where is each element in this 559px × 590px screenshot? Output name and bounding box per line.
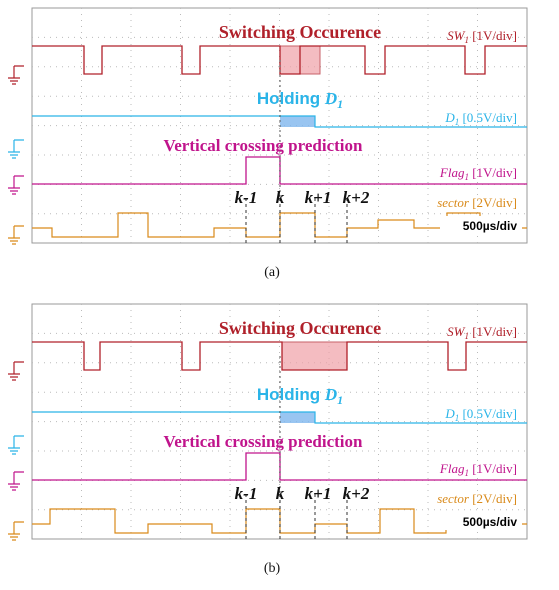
holding-text: Holding — [257, 385, 325, 404]
channel-sub: 1 — [464, 35, 469, 45]
timebase-bg — [440, 216, 522, 234]
channel-label: Flag1 [1V/div] — [439, 461, 517, 478]
channel-scale: [1V/div] — [469, 165, 517, 180]
timebase: 500µs/div — [463, 219, 518, 233]
channel-name: D — [444, 110, 455, 125]
ground-symbol — [8, 175, 24, 195]
d-trace — [32, 115, 527, 128]
channel-sub: 1 — [464, 468, 469, 478]
d-trace — [32, 411, 527, 424]
channel-scale: [1V/div] — [469, 324, 517, 339]
flag-trace — [32, 452, 527, 481]
instant-label: k-1 — [235, 188, 258, 207]
caption: (a) — [264, 265, 280, 280]
channel-label: D1 [0.5V/div] — [444, 406, 517, 423]
channel-scale: [2V/div] — [469, 195, 517, 210]
channel-name: SW — [447, 324, 466, 339]
switching-shade — [281, 341, 348, 371]
ground-symbol — [8, 471, 24, 491]
instant-label: k — [276, 484, 285, 503]
caption: (b) — [264, 561, 281, 576]
channel-scale: [2V/div] — [469, 491, 517, 506]
holding-shade — [280, 116, 315, 127]
holding-var: D — [324, 89, 337, 108]
channel-scale: [1V/div] — [469, 461, 517, 476]
holding-label: Holding D1 — [257, 385, 343, 407]
flag-trace — [32, 156, 527, 185]
title: Switching Occurence — [219, 22, 381, 42]
sector-trace — [32, 508, 527, 534]
ground-symbol — [8, 139, 24, 159]
sw-trace — [32, 45, 527, 75]
timebase: 500µs/div — [463, 515, 518, 529]
channel-label: sector [2V/div] — [437, 491, 517, 506]
ground-symbol — [8, 65, 24, 85]
timebase-bg — [440, 512, 522, 530]
title: Switching Occurence — [219, 318, 381, 338]
prediction-label: Vertical crossing prediction — [164, 136, 363, 155]
ground-symbol — [8, 225, 24, 245]
holding-sub: 1 — [337, 393, 343, 407]
channel-name: Flag — [439, 165, 465, 180]
ground-symbol — [8, 361, 24, 381]
channel-scale: [0.5V/div] — [459, 110, 517, 125]
instant-label: k+2 — [343, 188, 370, 207]
instant-label: k+1 — [305, 188, 332, 207]
channel-sub: 1 — [464, 331, 469, 341]
channel-name: SW — [447, 28, 466, 43]
instant-label: k+1 — [305, 484, 332, 503]
channel-label: SW1 [1V/div] — [447, 28, 517, 45]
prediction-label: Vertical crossing prediction — [164, 432, 363, 451]
ground-symbol — [8, 435, 24, 455]
holding-var: D — [324, 385, 337, 404]
sw-trace — [32, 341, 527, 371]
ground-symbol — [8, 521, 24, 541]
channel-name: Flag — [439, 461, 465, 476]
channel-sub: 1 — [455, 117, 460, 127]
channel-label: D1 [0.5V/div] — [444, 110, 517, 127]
channel-name: sector — [437, 491, 470, 506]
channel-name: sector — [437, 195, 470, 210]
holding-text: Holding — [257, 89, 325, 108]
holding-sub: 1 — [337, 97, 343, 111]
instant-label: k — [276, 188, 285, 207]
channel-sub: 1 — [464, 172, 469, 182]
holding-shade — [280, 412, 315, 423]
channel-label: sector [2V/div] — [437, 195, 517, 210]
channel-sub: 1 — [455, 413, 460, 423]
channel-label: Flag1 [1V/div] — [439, 165, 517, 182]
instant-label: k+2 — [343, 484, 370, 503]
channel-name: D — [444, 406, 455, 421]
channel-scale: [1V/div] — [469, 28, 517, 43]
channel-scale: [0.5V/div] — [459, 406, 517, 421]
holding-label: Holding D1 — [257, 89, 343, 111]
channel-label: SW1 [1V/div] — [447, 324, 517, 341]
instant-label: k-1 — [235, 484, 258, 503]
